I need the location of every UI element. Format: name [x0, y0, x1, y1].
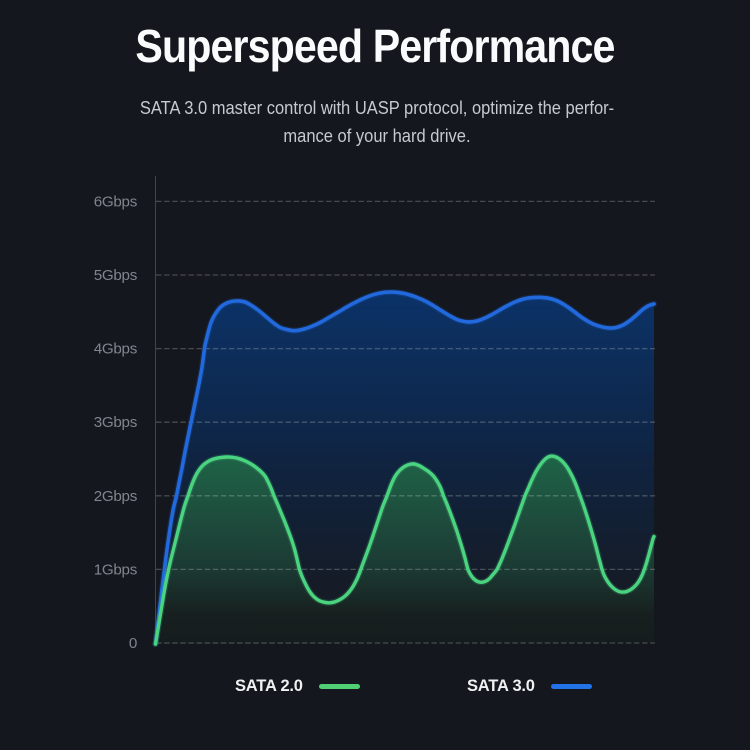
svg-text:6Gbps: 6Gbps: [94, 193, 138, 210]
svg-text:2Gbps: 2Gbps: [94, 488, 138, 505]
svg-text:4Gbps: 4Gbps: [94, 341, 138, 358]
svg-text:0: 0: [129, 635, 137, 652]
svg-text:1Gbps: 1Gbps: [94, 561, 138, 578]
svg-text:3Gbps: 3Gbps: [94, 414, 138, 431]
svg-text:5Gbps: 5Gbps: [94, 267, 138, 284]
